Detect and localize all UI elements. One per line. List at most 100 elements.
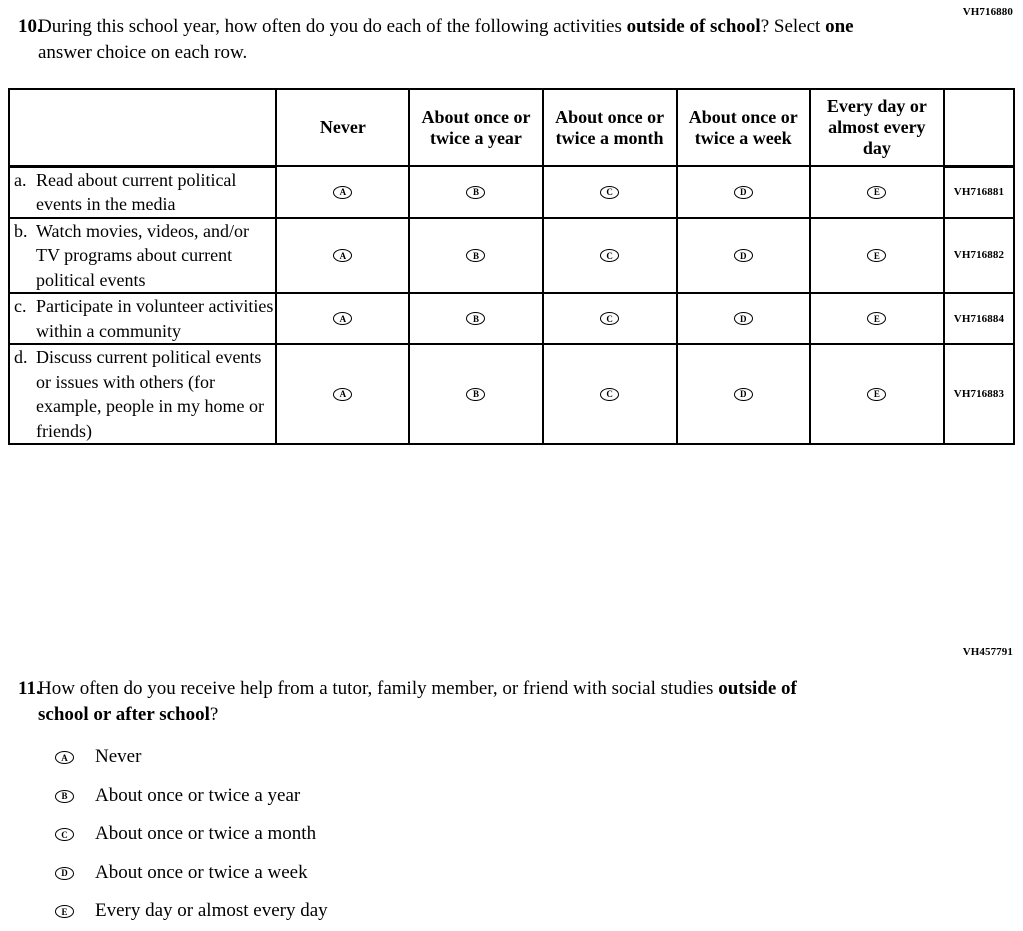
matrix-answer-cell-d-A[interactable]: A [275,343,411,445]
option-label: Every day or almost every day [95,900,328,922]
matrix-row-id-code: VH716883 [942,343,1016,445]
matrix-answer-cell-a-A[interactable]: A [275,165,411,219]
option-bubble-wrap: B [55,787,95,805]
activities-frequency-matrix: Never About once or twice a year About o… [7,88,1016,445]
option-row-B[interactable]: B About once or twice a year [0,777,700,816]
matrix-answer-cell-c-B[interactable]: B [408,292,544,345]
matrix-row-label: Watch movies, videos, and/or TV programs… [36,220,250,290]
bubble-letter: C [61,829,68,840]
answer-bubble-B[interactable]: B [466,185,486,199]
matrix-row-stem: b. Watch movies, videos, and/or TV progra… [7,216,278,294]
option-bubble-A[interactable]: A [55,751,74,765]
option-bubble-wrap: C [55,825,95,843]
matrix-answer-cell-b-E[interactable]: E [808,216,945,294]
answer-bubble-D[interactable]: D [733,387,753,401]
answer-bubble-A[interactable]: A [333,387,353,401]
answer-bubble-C[interactable]: C [600,249,620,263]
question-11-id-code: VH457791 [962,646,1013,658]
matrix-answer-cell-b-C[interactable]: C [541,216,678,294]
answer-bubble-B[interactable]: B [466,387,486,401]
question-10-text: During this school year, how often do yo… [38,16,854,63]
bubble-letter: D [739,250,747,261]
answer-bubble-E[interactable]: E [867,249,887,263]
matrix-answer-cell-a-C[interactable]: C [541,165,678,219]
bubble-letter: B [472,313,479,324]
bubble-letter: D [739,313,747,324]
bubble-letter: E [873,187,880,198]
question-11-option-list: A Never B About once or twice a year C About … [0,738,700,931]
matrix-answer-cell-b-A[interactable]: A [275,216,411,294]
question-11-number: 11. [18,678,41,699]
bubble-letter: E [873,250,880,261]
matrix-header-every-day: Every day or almost every day [808,88,945,167]
matrix-row-label: Participate in volunteer activities with… [36,296,274,341]
bubble-letter: D [61,868,68,879]
matrix-row-label: Discuss current political events or issu… [36,347,264,441]
answer-bubble-C[interactable]: C [600,312,620,326]
option-bubble-D[interactable]: D [55,866,74,880]
matrix-answer-cell-b-B[interactable]: B [408,216,544,294]
option-bubble-B[interactable]: B [55,789,74,803]
answer-bubble-D[interactable]: D [733,185,753,199]
matrix-answer-cell-c-A[interactable]: A [275,292,411,345]
option-row-A[interactable]: A Never [0,738,700,777]
option-row-E[interactable]: E Every day or almost every day [0,892,700,931]
answer-bubble-A[interactable]: A [333,185,353,199]
matrix-answer-cell-c-E[interactable]: E [808,292,945,345]
option-bubble-E[interactable]: E [55,905,74,919]
matrix-row-letter: b. [14,220,28,241]
answer-bubble-C[interactable]: C [600,387,620,401]
option-label: About once or twice a year [95,784,301,806]
option-row-D[interactable]: D About once or twice a week [0,854,700,893]
bubble-letter: B [472,389,479,400]
bubble-letter: E [61,906,68,917]
table-row: d. Discuss current political events or is… [7,343,1016,445]
matrix-answer-cell-d-B[interactable]: B [408,343,544,445]
matrix-header-stem [7,88,278,168]
bubble-letter: A [339,250,347,261]
matrix-header-once-twice-year: About once or twice a year [408,88,544,167]
option-bubble-C[interactable]: C [55,828,74,842]
bubble-letter: C [606,313,613,324]
answer-bubble-B[interactable]: B [466,249,486,263]
bubble-letter: A [339,187,347,198]
matrix-answer-cell-d-E[interactable]: E [808,343,945,445]
option-bubble-wrap: D [55,864,95,882]
matrix-row-id-code: VH716882 [942,216,1016,294]
answer-bubble-B[interactable]: B [466,312,486,326]
bubble-letter: B [472,250,479,261]
matrix-answer-cell-a-D[interactable]: D [675,165,811,219]
answer-bubble-C[interactable]: C [600,185,620,199]
matrix-answer-cell-c-C[interactable]: C [541,292,678,345]
matrix-answer-cell-b-D[interactable]: D [675,216,811,294]
matrix-row-id-code: VH716884 [942,292,1016,345]
question-10-id-code: VH716880 [962,6,1013,18]
matrix-row-letter: d. [14,347,28,367]
bubble-letter: A [339,389,347,400]
answer-bubble-D[interactable]: D [733,312,753,326]
answer-bubble-E[interactable]: E [867,312,887,326]
bubble-letter: D [739,389,747,400]
matrix-answer-cell-a-E[interactable]: E [808,165,945,219]
matrix-answer-cell-d-C[interactable]: C [541,343,678,445]
table-row: c. Participate in volunteer activities wi… [7,292,1016,345]
bubble-letter: D [739,187,747,198]
matrix-answer-cell-d-D[interactable]: D [675,343,811,445]
option-row-C[interactable]: C About once or twice a month [0,815,700,854]
bubble-letter: C [606,187,613,198]
answer-bubble-E[interactable]: E [867,185,887,199]
matrix-header-row: Never About once or twice a year About o… [7,88,1016,168]
bubble-letter: E [873,313,880,324]
matrix-answer-cell-a-B[interactable]: B [408,165,544,219]
matrix-answer-cell-c-D[interactable]: D [675,292,811,345]
question-11-text: How often do you receive help from a tut… [38,678,797,725]
answer-bubble-D[interactable]: D [733,249,753,263]
table-row: b. Watch movies, videos, and/or TV progra… [7,216,1016,294]
matrix-body: a. Read about current political events in… [7,165,1016,445]
matrix-row-label: Read about current political events in t… [36,169,237,215]
answer-bubble-A[interactable]: A [333,312,353,326]
matrix-row-letter: a. [14,169,27,190]
answer-bubble-A[interactable]: A [333,249,353,263]
answer-bubble-E[interactable]: E [867,387,887,401]
question-11-stem: 11. How often do you receive help from a… [0,676,838,728]
